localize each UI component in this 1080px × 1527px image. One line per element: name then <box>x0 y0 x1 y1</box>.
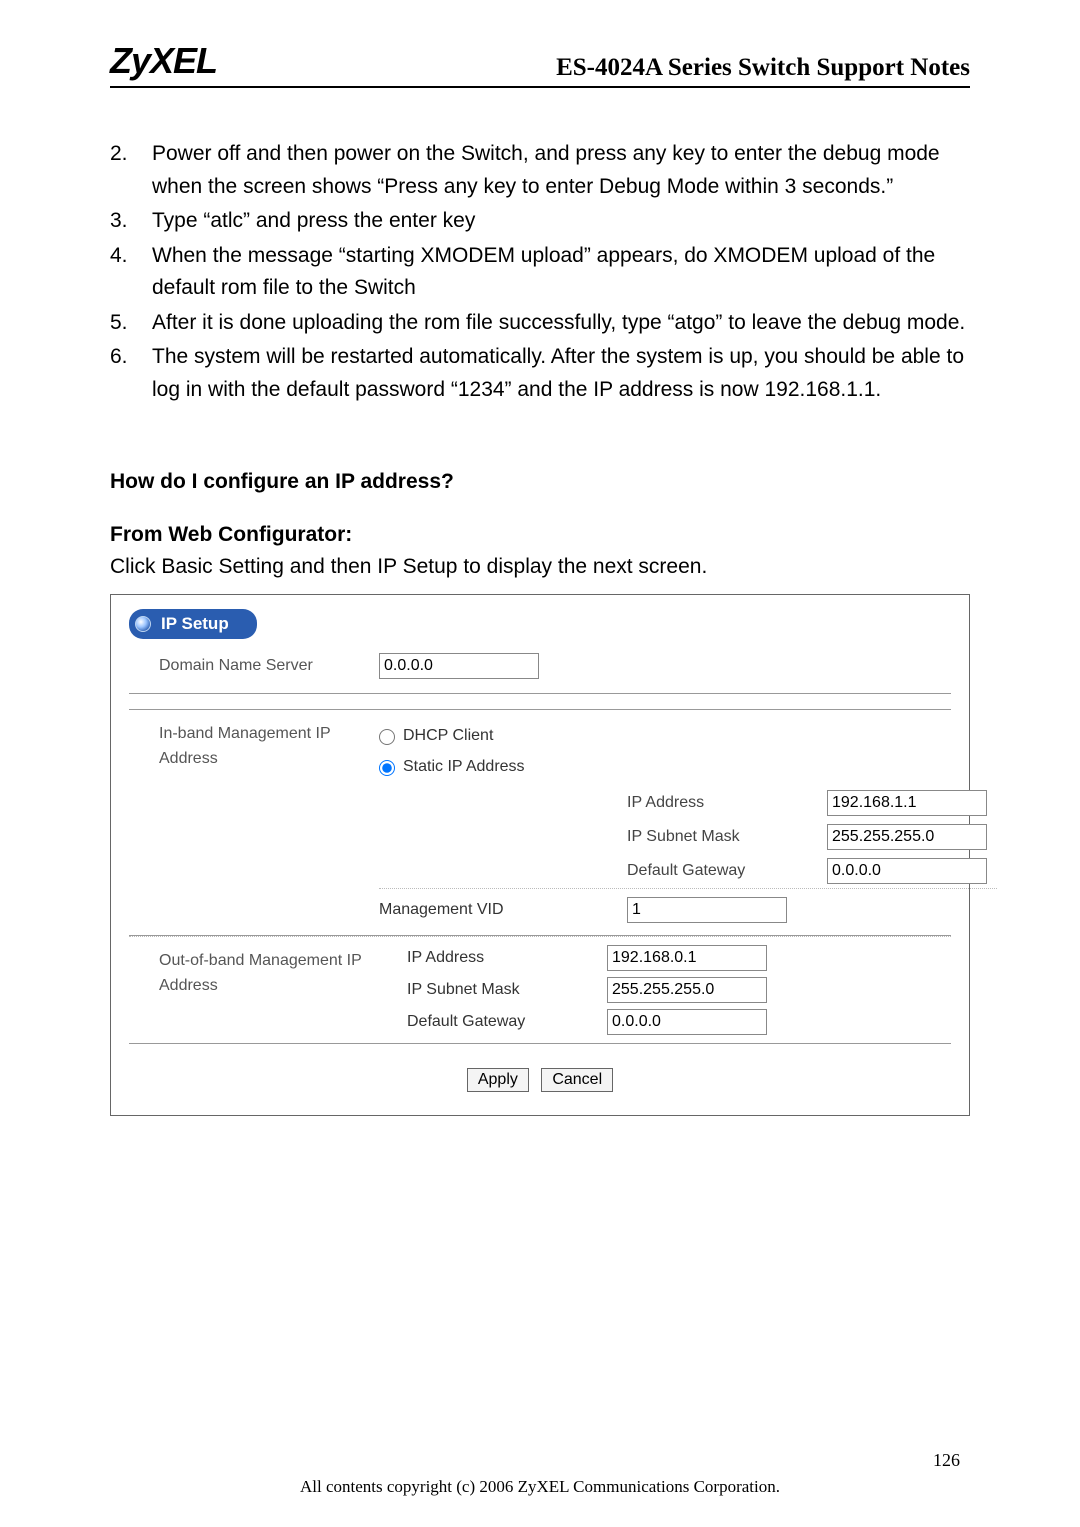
outband-gateway-label: Default Gateway <box>407 1010 607 1035</box>
static-radio[interactable] <box>379 760 395 776</box>
step-text: When the message “starting XMODEM upload… <box>152 240 970 305</box>
outband-mask-input[interactable] <box>607 977 767 1003</box>
tab-dot-icon <box>135 616 151 632</box>
instruction-list: 2. Power off and then power on the Switc… <box>110 138 970 406</box>
inband-block: In-band Management IP Address DHCP Clien… <box>129 710 951 936</box>
outband-ip-input[interactable] <box>607 945 767 971</box>
outband-ip-label: IP Address <box>407 946 607 971</box>
step-number: 6. <box>110 341 152 406</box>
step-number: 5. <box>110 307 152 340</box>
outband-block: Out-of-band Management IP Address IP Add… <box>129 936 951 1044</box>
footer-copyright: All contents copyright (c) 2006 ZyXEL Co… <box>0 1477 1080 1497</box>
document-title: ES-4024A Series Switch Support Notes <box>556 54 970 82</box>
step-number: 4. <box>110 240 152 305</box>
dns-label: Domain Name Server <box>159 654 379 679</box>
text-from-web-desc: Click Basic Setting and then IP Setup to… <box>110 551 970 584</box>
heading-from-web: From Web Configurator: <box>110 519 970 552</box>
inband-label: In-band Management IP Address <box>159 718 379 927</box>
gateway-label: Default Gateway <box>627 859 827 884</box>
ip-address-label: IP Address <box>627 791 827 816</box>
dns-input[interactable] <box>379 653 539 679</box>
dhcp-radio[interactable] <box>379 729 395 745</box>
inband-ip-input[interactable] <box>827 790 987 816</box>
step-text: Power off and then power on the Switch, … <box>152 138 970 203</box>
step-number: 2. <box>110 138 152 203</box>
dns-row: Domain Name Server <box>129 647 951 694</box>
step-text: Type “atlc” and press the enter key <box>152 205 970 238</box>
step-text: The system will be restarted automatical… <box>152 341 970 406</box>
apply-button[interactable]: Apply <box>467 1068 529 1092</box>
page-header: ZyXEL ES-4024A Series Switch Support Not… <box>110 40 970 88</box>
step-number: 3. <box>110 205 152 238</box>
mgmt-vid-input[interactable] <box>627 897 787 923</box>
static-label: Static IP Address <box>403 755 525 780</box>
button-row: Apply Cancel <box>129 1068 951 1093</box>
ip-setup-panel: IP Setup Domain Name Server In-band Mana… <box>110 594 970 1116</box>
dhcp-label: DHCP Client <box>403 724 493 749</box>
step-text: After it is done uploading the rom file … <box>152 307 970 340</box>
cancel-button[interactable]: Cancel <box>541 1068 613 1092</box>
logo: ZyXEL <box>110 40 217 82</box>
heading-configure-ip: How do I configure an IP address? <box>110 466 970 499</box>
inband-mask-input[interactable] <box>827 824 987 850</box>
subnet-label: IP Subnet Mask <box>627 825 827 850</box>
outband-label: Out-of-band Management IP Address <box>159 945 407 999</box>
ip-setup-tab: IP Setup <box>129 609 257 639</box>
mgmt-vid-label: Management VID <box>379 898 627 923</box>
tab-label: IP Setup <box>161 611 229 637</box>
outband-gw-input[interactable] <box>607 1009 767 1035</box>
outband-subnet-label: IP Subnet Mask <box>407 978 607 1003</box>
inband-gw-input[interactable] <box>827 858 987 884</box>
page-number: 126 <box>933 1450 960 1471</box>
